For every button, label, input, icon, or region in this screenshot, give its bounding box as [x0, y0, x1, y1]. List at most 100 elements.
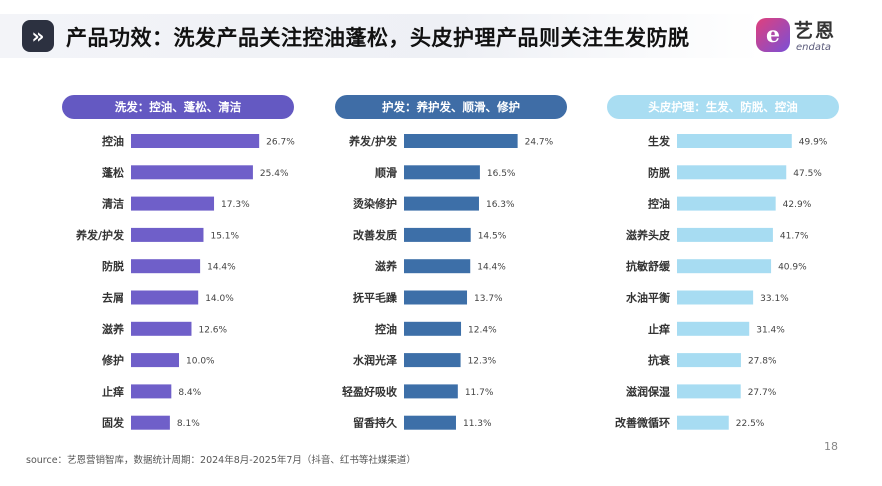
shampoo-value-label: 8.4% — [178, 388, 201, 398]
logo-name-cn: 艺恩 — [794, 20, 837, 42]
shampoo-category-label: 养发/护发 — [75, 228, 125, 242]
shampoo-category-label: 控油 — [102, 134, 124, 148]
shampoo-bar — [131, 165, 253, 180]
shampoo-category-label: 去屑 — [102, 291, 124, 305]
scalp-bar — [677, 196, 776, 211]
conditioner-category-label: 烫染修护 — [353, 197, 397, 211]
shampoo-bar — [131, 227, 204, 242]
scalp-bar — [677, 290, 754, 305]
scalp-value-label: 27.7% — [748, 388, 777, 398]
scalp-value-label: 27.8% — [748, 357, 777, 367]
scalp-value-label: 42.9% — [783, 200, 812, 210]
scalp-category-label: 止痒 — [648, 322, 670, 336]
panel-title-scalp-care: 头皮护理：生发、防脱、控油 — [607, 95, 839, 119]
scalp-bar — [677, 165, 787, 180]
conditioner-value-label: 11.3% — [463, 419, 492, 429]
logo-name-en: endata — [796, 42, 832, 53]
conditioner-bar — [404, 259, 471, 274]
scalp-bar — [677, 134, 792, 148]
shampoo-category-label: 清洁 — [102, 197, 124, 211]
scalp-value-label: 41.7% — [780, 231, 809, 241]
shampoo-value-label: 12.6% — [198, 325, 227, 335]
conditioner-bar — [404, 165, 480, 180]
conditioner-category-label: 改善发质 — [353, 228, 397, 242]
scalp-value-label: 31.4% — [756, 325, 785, 335]
shampoo-value-label: 14.0% — [205, 294, 234, 304]
conditioner-value-label: 12.4% — [468, 325, 497, 335]
conditioner-value-label: 11.7% — [465, 388, 494, 398]
page-number: 18 — [824, 440, 838, 453]
scalp-bar — [677, 227, 773, 242]
conditioner-category-label: 养发/护发 — [348, 134, 398, 148]
shampoo-value-label: 25.4% — [260, 169, 289, 179]
shampoo-category-label: 止痒 — [102, 384, 124, 398]
conditioner-category-label: 顺滑 — [375, 165, 397, 179]
scalp-category-label: 生发 — [648, 134, 671, 148]
conditioner-category-label: 水润光泽 — [353, 353, 397, 367]
shampoo-bar — [131, 415, 170, 430]
double-chevron-right-icon: » — [22, 20, 54, 52]
conditioner-bar — [404, 353, 461, 368]
page-title: 产品功效：洗发产品关注控油蓬松，头皮护理产品则关注生发防脱 — [66, 26, 690, 50]
conditioner-bar — [404, 384, 458, 399]
scalp-bar — [677, 353, 741, 368]
conditioner-category-label: 控油 — [375, 322, 397, 336]
shampoo-value-label: 14.4% — [207, 263, 236, 273]
scalp-value-label: 40.9% — [778, 263, 807, 273]
conditioner-bar — [404, 196, 479, 211]
conditioner-bar — [404, 134, 518, 148]
shampoo-value-label: 10.0% — [186, 357, 215, 367]
conditioner-bar — [404, 415, 456, 430]
shampoo-category-label: 防脱 — [102, 259, 124, 273]
conditioner-bar — [404, 290, 468, 305]
conditioner-value-label: 24.7% — [525, 138, 554, 148]
scalp-category-label: 水油平衡 — [626, 291, 670, 305]
shampoo-bar — [131, 196, 215, 211]
shampoo-category-label: 蓬松 — [102, 165, 124, 179]
conditioner-category-label: 留香持久 — [353, 416, 398, 430]
shampoo-category-label: 修护 — [101, 353, 124, 367]
scalp-value-label: 33.1% — [760, 294, 789, 304]
conditioner-value-label: 14.4% — [477, 263, 506, 273]
shampoo-bar — [131, 259, 201, 274]
scalp-value-label: 49.9% — [799, 138, 828, 148]
shampoo-bar — [131, 290, 199, 305]
shampoo-value-label: 26.7% — [266, 138, 295, 148]
conditioner-value-label: 12.3% — [468, 357, 497, 367]
shampoo-bar — [131, 384, 172, 399]
conditioner-bar — [404, 227, 471, 242]
scalp-bar — [677, 259, 772, 274]
scalp-category-label: 抗敏舒缓 — [626, 259, 671, 273]
scalp-category-label: 抗衰 — [648, 353, 671, 367]
shampoo-value-label: 8.1% — [177, 419, 200, 429]
scalp-category-label: 滋润保湿 — [626, 384, 670, 398]
shampoo-bar — [131, 321, 192, 336]
source-note: source：艺恩营销智库，数据统计周期：2024年8月-2025年7月（抖音、… — [26, 455, 416, 466]
shampoo-value-label: 15.1% — [210, 231, 239, 241]
scalp-category-label: 控油 — [648, 197, 670, 211]
shampoo-bar — [131, 134, 260, 148]
conditioner-category-label: 滋养 — [375, 259, 398, 273]
conditioner-bar — [404, 321, 462, 336]
conditioner-value-label: 14.5% — [478, 231, 507, 241]
scalp-bar — [677, 415, 729, 430]
endata-logo: e 艺恩 endata — [756, 16, 852, 60]
logo-mark: e — [756, 18, 790, 52]
scalp-value-label: 22.5% — [736, 419, 765, 429]
conditioner-value-label: 13.7% — [474, 294, 503, 304]
header-bar: » 产品功效：洗发产品关注控油蓬松，头皮护理产品则关注生发防脱 — [0, 14, 760, 58]
conditioner-category-label: 轻盈好吸收 — [342, 384, 397, 398]
scalp-value-label: 47.5% — [793, 169, 822, 179]
shampoo-category-label: 滋养 — [102, 322, 125, 336]
shampoo-category-label: 固发 — [102, 416, 125, 430]
panel-title-conditioner: 护发：养护发、顺滑、修护 — [335, 95, 567, 119]
conditioner-category-label: 抚平毛躁 — [353, 291, 398, 305]
shampoo-value-label: 17.3% — [221, 200, 250, 210]
scalp-bar — [677, 321, 750, 336]
panel-title-shampoo: 洗发：控油、蓬松、清洁 — [62, 95, 294, 119]
conditioner-value-label: 16.5% — [487, 169, 516, 179]
scalp-category-label: 防脱 — [648, 165, 670, 179]
scalp-category-label: 滋养头皮 — [626, 228, 670, 242]
scalp-bar — [677, 384, 741, 399]
